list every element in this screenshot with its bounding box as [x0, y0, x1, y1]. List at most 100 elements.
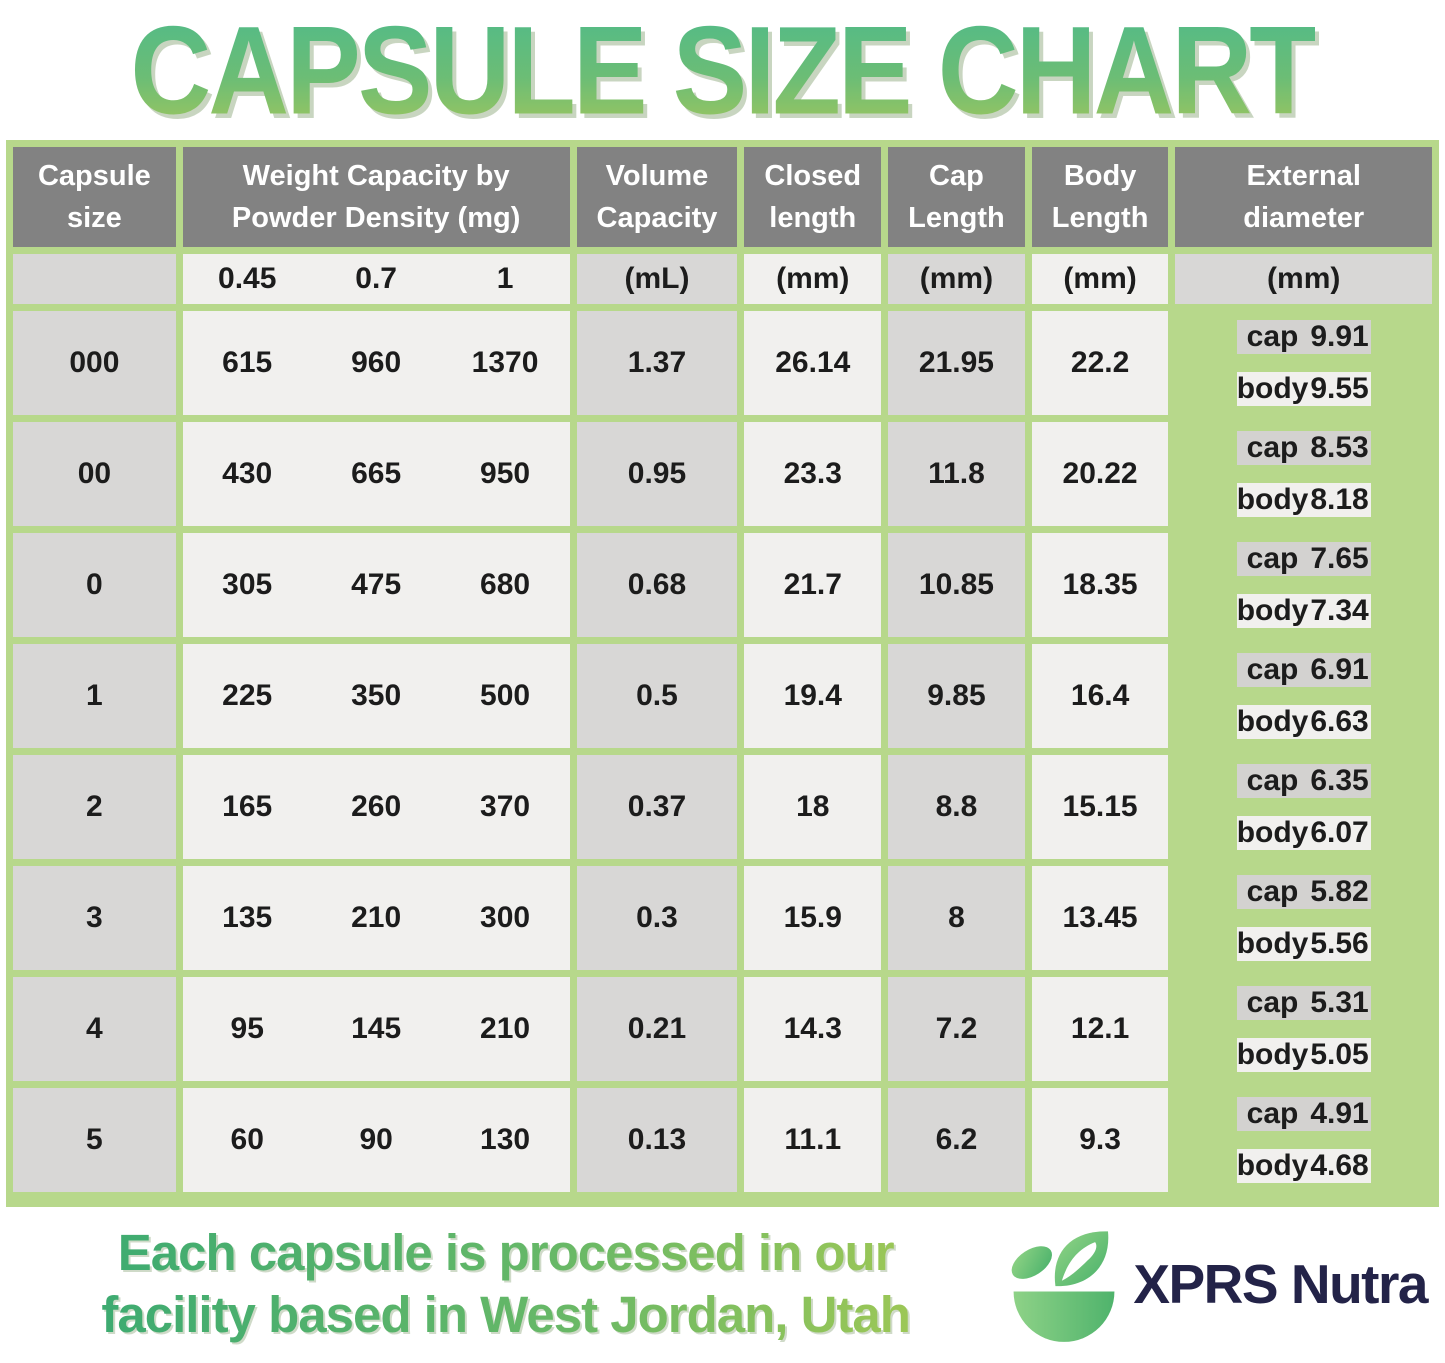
- weight-value: 130: [480, 1123, 531, 1156]
- mortar-leaves-icon: [1011, 1231, 1115, 1342]
- body-label: body: [1236, 594, 1309, 627]
- body-label: body: [1236, 483, 1309, 516]
- body-value: 9.55: [1310, 372, 1369, 405]
- unit-density-1: 1: [496, 262, 514, 295]
- external-cap-row: cap 6.91: [1236, 653, 1371, 687]
- row-weights: 165 260 370: [182, 755, 570, 859]
- weight-value: 225: [222, 679, 273, 712]
- row-cap-length: 7.2: [888, 977, 1025, 1081]
- row-volume: 0.13: [576, 1088, 738, 1192]
- weight-value: 350: [351, 679, 402, 712]
- weight-value: 665: [351, 457, 402, 490]
- cap-value: 5.31: [1310, 986, 1369, 1019]
- cap-label: cap: [1246, 542, 1299, 575]
- row-size: 000: [13, 311, 176, 415]
- header-cap-length: Cap Length: [888, 147, 1025, 247]
- external-cap-row: cap 8.53: [1236, 431, 1371, 465]
- brand-logo: XPRS Nutra: [1005, 1225, 1431, 1343]
- row-weights: 225 350 500: [182, 644, 570, 748]
- row-cap-length: 9.85: [888, 644, 1025, 748]
- row-size: 3: [13, 866, 176, 970]
- weight-value: 145: [351, 1012, 402, 1045]
- weight-value: 370: [480, 790, 531, 823]
- weight-value: 500: [480, 679, 531, 712]
- header-body-length: Body Length: [1031, 147, 1169, 247]
- cap-label: cap: [1246, 1097, 1299, 1130]
- unit-volume: (mL): [576, 254, 738, 304]
- weight-value: 135: [222, 901, 273, 934]
- external-body-row: body 6.63: [1236, 705, 1371, 739]
- row-body-length: 16.4: [1031, 644, 1169, 748]
- row-body-length: 12.1: [1031, 977, 1169, 1081]
- cap-value: 9.91: [1310, 320, 1369, 353]
- body-label: body: [1236, 1038, 1309, 1071]
- unit-density-07: 0.7: [355, 262, 397, 295]
- unit-densities: 0.45 0.7 1: [182, 254, 570, 304]
- cap-value: 4.91: [1310, 1097, 1369, 1130]
- row-closed-length: 11.1: [744, 1088, 882, 1192]
- header-capsule-size: Capsule size: [13, 147, 176, 247]
- row-body-length: 9.3: [1031, 1088, 1169, 1192]
- weight-value: 90: [359, 1123, 393, 1156]
- external-body-row: body 7.34: [1236, 594, 1371, 628]
- body-label: body: [1236, 927, 1309, 960]
- row-cap-length: 21.95: [888, 311, 1025, 415]
- weight-value: 950: [480, 457, 531, 490]
- row-weights: 60 90 130: [182, 1088, 570, 1192]
- row-body-length: 22.2: [1031, 311, 1169, 415]
- row-cap-length: 11.8: [888, 422, 1025, 526]
- row-body-length: 13.45: [1031, 866, 1169, 970]
- footer: Each capsule is processed in our facilit…: [0, 1209, 1445, 1359]
- weight-value: 210: [480, 1012, 531, 1045]
- weight-value: 165: [222, 790, 273, 823]
- weight-value: 210: [351, 901, 402, 934]
- row-volume: 0.21: [576, 977, 738, 1081]
- unit-body: (mm): [1031, 254, 1169, 304]
- row-size: 5: [13, 1088, 176, 1192]
- weight-value: 430: [222, 457, 273, 490]
- row-body-length: 18.35: [1031, 533, 1169, 637]
- row-size: 0: [13, 533, 176, 637]
- body-value: 7.34: [1310, 594, 1369, 627]
- external-cap-row: cap 7.65: [1236, 542, 1371, 576]
- row-weights: 95 145 210: [182, 977, 570, 1081]
- row-volume: 0.95: [576, 422, 738, 526]
- weight-value: 615: [222, 346, 273, 379]
- page-title: CAPSULE SIZE CHART: [130, 0, 1317, 142]
- cap-value: 8.53: [1310, 431, 1369, 464]
- row-cap-length: 6.2: [888, 1088, 1025, 1192]
- header-external-diameter: External diameter: [1175, 147, 1432, 247]
- row-closed-length: 21.7: [744, 533, 882, 637]
- weight-value: 300: [480, 901, 531, 934]
- row-closed-length: 19.4: [744, 644, 882, 748]
- row-weights: 615 960 1370: [182, 311, 570, 415]
- cap-value: 6.35: [1310, 764, 1369, 797]
- cap-value: 6.91: [1310, 653, 1369, 686]
- body-value: 4.68: [1310, 1149, 1369, 1182]
- row-external-diameter: cap 8.53 body 8.18: [1175, 422, 1432, 526]
- cap-label: cap: [1246, 320, 1299, 353]
- body-label: body: [1236, 1149, 1309, 1182]
- weight-value: 680: [480, 568, 531, 601]
- external-cap-row: cap 5.82: [1236, 875, 1371, 909]
- unit-external: (mm): [1175, 254, 1432, 304]
- weight-value: 60: [230, 1123, 264, 1156]
- cap-label: cap: [1246, 986, 1299, 1019]
- tagline-line2: facility based in West Jordan, Utah: [101, 1286, 910, 1343]
- row-weights: 135 210 300: [182, 866, 570, 970]
- body-value: 5.05: [1310, 1038, 1369, 1071]
- row-size: 00: [13, 422, 176, 526]
- external-body-row: body 9.55: [1236, 372, 1371, 406]
- row-body-length: 15.15: [1031, 755, 1169, 859]
- body-value: 8.18: [1310, 483, 1369, 516]
- header-closed-length: Closed length: [744, 147, 882, 247]
- row-external-diameter: cap 5.31 body 5.05: [1175, 977, 1432, 1081]
- cap-label: cap: [1246, 875, 1299, 908]
- unit-density-045: 0.45: [218, 262, 277, 295]
- row-external-diameter: cap 6.35 body 6.07: [1175, 755, 1432, 859]
- external-cap-row: cap 5.31: [1236, 986, 1371, 1020]
- cap-value: 7.65: [1310, 542, 1369, 575]
- brand-name: XPRS Nutra: [1133, 1253, 1428, 1315]
- row-size: 4: [13, 977, 176, 1081]
- external-body-row: body 5.56: [1236, 927, 1371, 961]
